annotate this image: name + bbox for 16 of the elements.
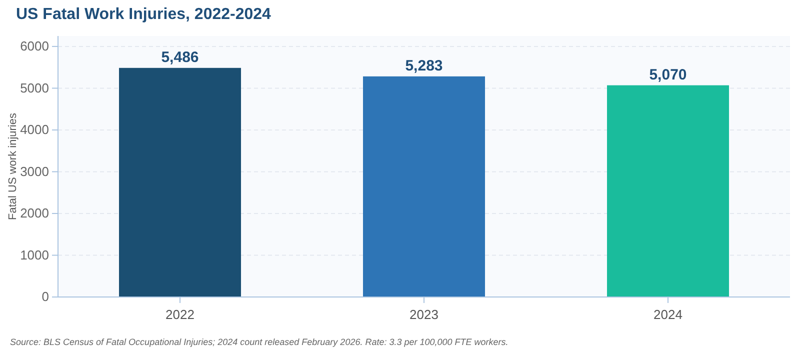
y-tick-label: 5000 bbox=[20, 80, 49, 96]
y-tick-label: 0 bbox=[42, 289, 49, 304]
y-tick-label: 6000 bbox=[20, 38, 49, 54]
y-tick-label: 3000 bbox=[20, 164, 49, 179]
source-note: Source: BLS Census of Fatal Occupational Injuries; 2024 count released February 2026. Rate: 3.3 per 100,000 FTE workers. bbox=[10, 337, 508, 347]
x-tick-label: 2024 bbox=[654, 307, 682, 322]
y-tick-label: 1000 bbox=[20, 247, 49, 262]
data-label: 5,070 bbox=[649, 66, 687, 84]
y-tick-label: 2000 bbox=[20, 206, 49, 221]
x-tick-label: 2023 bbox=[410, 307, 438, 322]
y-axis-title: Fatal US work injuries bbox=[7, 112, 19, 220]
data-label: 5,283 bbox=[405, 57, 443, 74]
x-tick-label: 2022 bbox=[166, 307, 194, 322]
chart-title: US Fatal Work Injuries, 2022-2024 bbox=[16, 6, 272, 23]
y-tick-label: 4000 bbox=[20, 122, 49, 138]
data-label: 5,486 bbox=[161, 48, 199, 66]
